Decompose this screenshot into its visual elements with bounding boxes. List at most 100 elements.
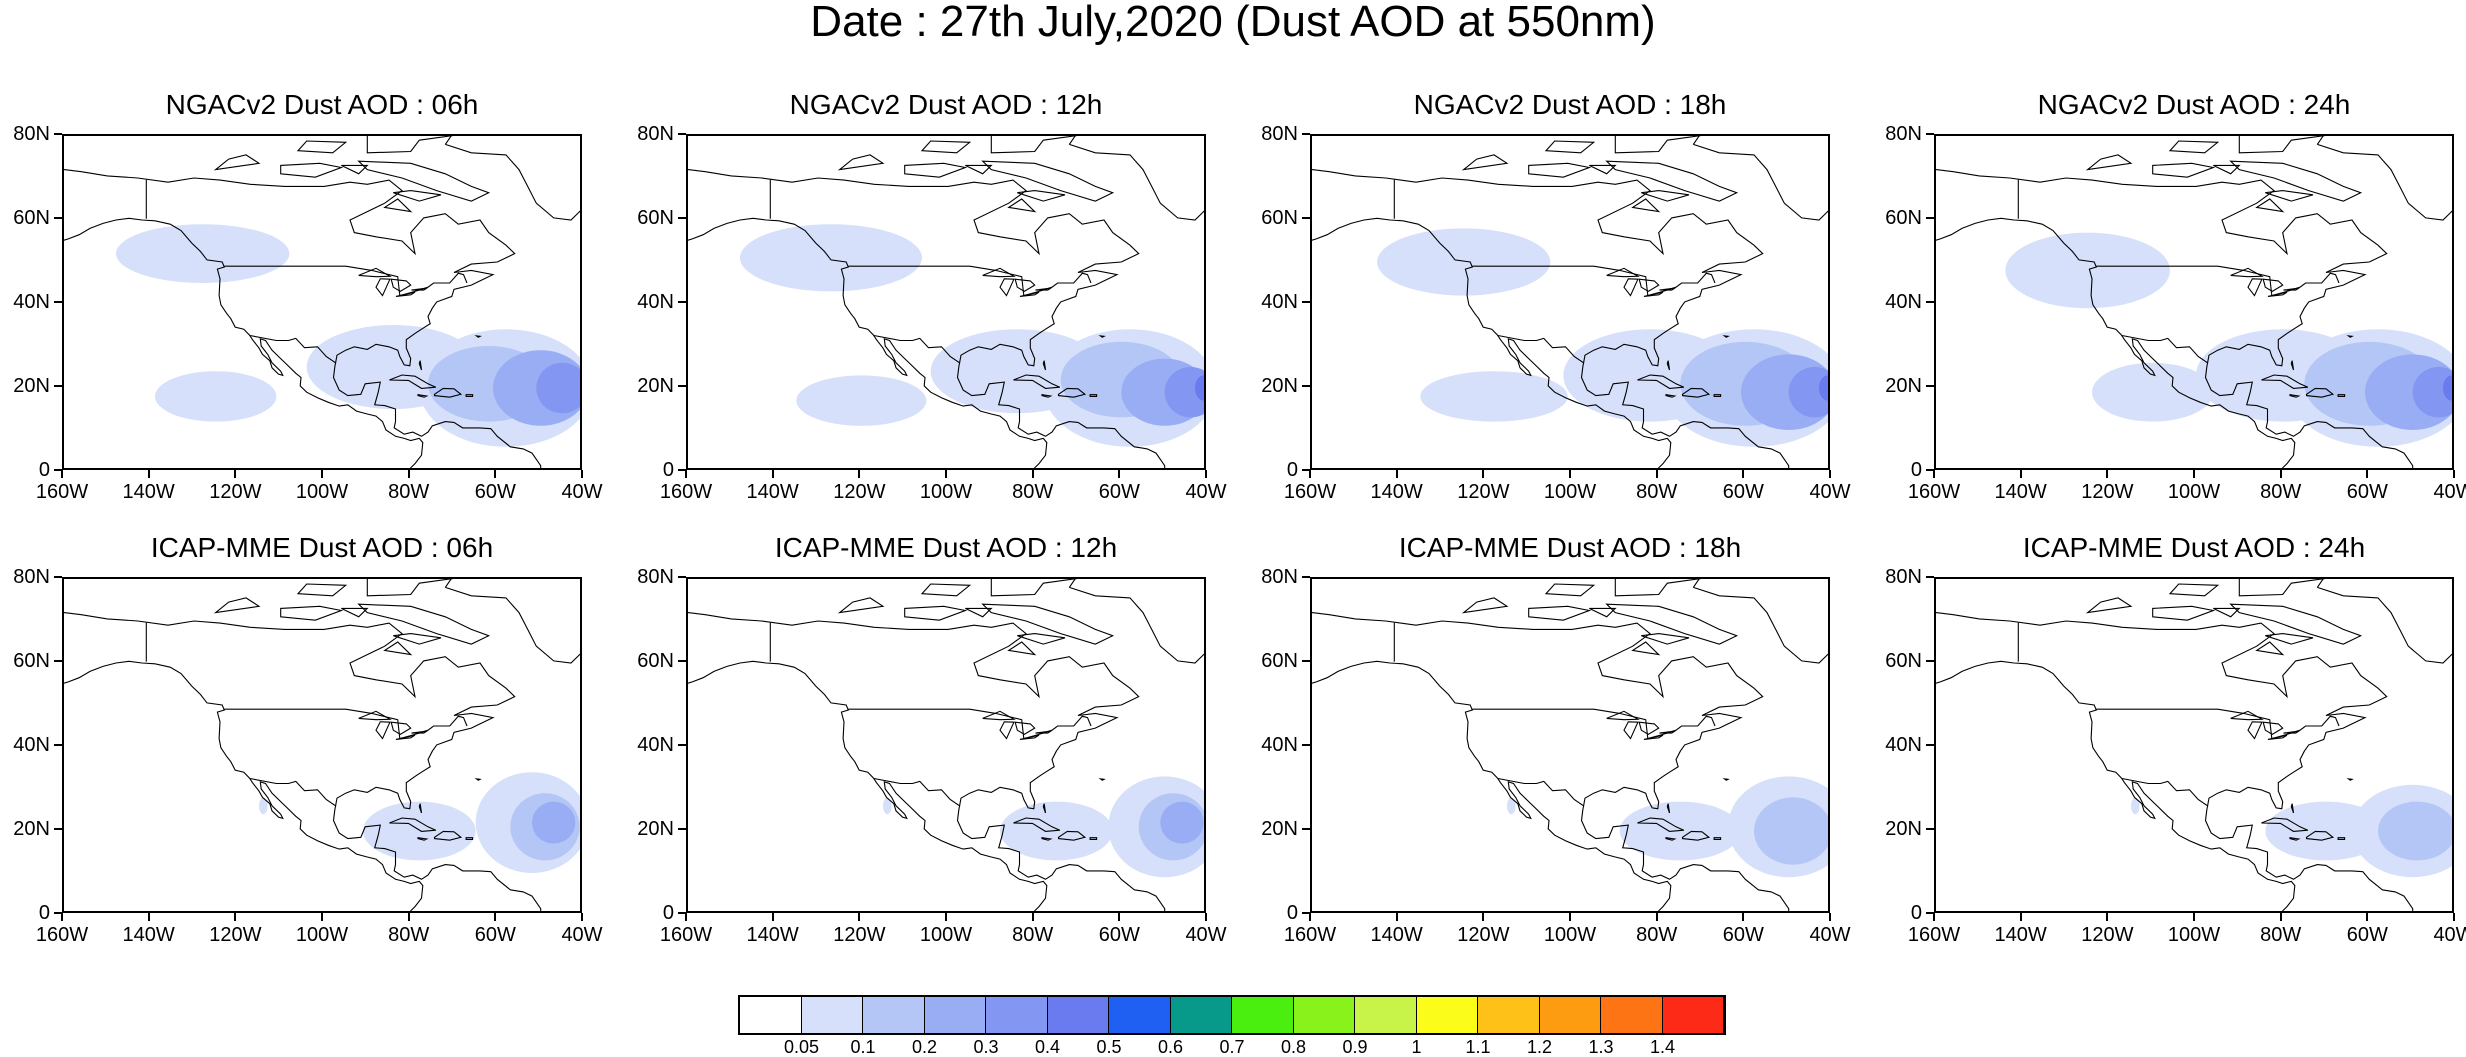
coastline (64, 217, 424, 468)
colorbar-swatch (1293, 997, 1355, 1033)
colorbar-label: 1.1 (1465, 1037, 1491, 1057)
coastline (990, 579, 1078, 597)
coastline (2337, 394, 2346, 397)
coastline (2213, 164, 2241, 175)
dust-aod-field (532, 801, 576, 844)
lat-tick-mark (54, 469, 62, 471)
lat-tick-label: 60N (637, 650, 674, 672)
coastline (1312, 660, 1672, 911)
coastline (2229, 603, 2363, 645)
coastline (474, 778, 482, 781)
coastline (1643, 291, 1664, 297)
lat-tick-mark (54, 385, 62, 387)
lon-tick-label: 100W (295, 481, 349, 503)
coastline (837, 154, 885, 171)
coastline (390, 278, 412, 293)
lon-tick-mark (494, 470, 497, 478)
lon-tick-label: 100W (1543, 481, 1597, 503)
lon-tick-mark (1742, 470, 1745, 478)
panel-title: NGACv2 Dust AOD : 06h (165, 89, 479, 120)
coastline (383, 641, 413, 656)
lon-tick-label: 120W (1457, 924, 1510, 946)
lon-tick-mark (581, 913, 583, 921)
lat-tick-mark (678, 744, 686, 746)
colorbar-label: 1.2 (1526, 1037, 1553, 1057)
coastline (688, 169, 1166, 468)
dust-aod-field (2131, 797, 2140, 815)
coastline (2152, 605, 2216, 621)
lat-tick-label: 60N (13, 207, 50, 229)
map-canvas (688, 136, 1204, 468)
lon-tick-mark (1829, 913, 1831, 921)
lat-tick-mark (678, 912, 686, 914)
lon-tick-label: 80W (2260, 481, 2302, 503)
lat-tick-mark (1302, 469, 1310, 471)
lat-tick-mark (54, 576, 62, 578)
colorbar-swatch (1539, 997, 1601, 1033)
lon-tick-label: 40W (1185, 481, 1227, 503)
lon-tick-mark (234, 913, 237, 921)
lon-tick-mark (1031, 913, 1034, 921)
dust-aod-field (1160, 801, 1204, 844)
coastline (1497, 334, 1585, 364)
coastline (1614, 579, 1702, 597)
colorbar-label: 0.1 (850, 1037, 876, 1057)
coastline (393, 633, 442, 645)
coastline (357, 603, 491, 645)
dust-aod-field (883, 797, 892, 815)
lon-tick-label: 60W (1722, 924, 1764, 946)
dust-aod-field (2092, 362, 2214, 422)
coastline (1041, 394, 1053, 398)
map-panel (62, 134, 582, 470)
coastline (688, 660, 1048, 911)
lat-tick-label: 0 (662, 459, 674, 481)
coastline (1692, 136, 1828, 221)
lat-tick-mark (678, 133, 686, 135)
dust-aod-field (1819, 375, 1828, 401)
coastline (2255, 641, 2285, 656)
lon-tick-label: 40W (561, 924, 603, 946)
lon-tick-label: 120W (209, 481, 262, 503)
coastline (2316, 579, 2452, 664)
panel-title: NGACv2 Dust AOD : 18h (1413, 89, 1727, 120)
coastline (837, 597, 885, 614)
colorbar-label: 0.5 (1096, 1037, 1122, 1057)
coastline (1631, 641, 1661, 656)
coastline (411, 730, 428, 734)
panel-title: ICAP-MME Dust AOD : 12h (774, 532, 1118, 563)
dust-aod-field (363, 801, 476, 861)
coastline (1643, 734, 1664, 740)
colorbar-label: 1 (1411, 1037, 1422, 1057)
coastline (224, 708, 468, 740)
lon-tick-mark (407, 913, 410, 921)
lon-tick-label: 140W (1370, 481, 1423, 503)
lon-tick-mark (2453, 913, 2455, 921)
lon-tick-mark (147, 913, 150, 921)
coastline (2305, 387, 2335, 398)
coastline (2265, 633, 2314, 645)
dust-aod-field (1195, 375, 1204, 401)
lat-tick-mark (678, 385, 686, 387)
lon-tick-label: 100W (919, 481, 973, 503)
coastline (1497, 777, 1585, 807)
lat-tick-mark (1926, 660, 1934, 662)
lat-tick-mark (678, 576, 686, 578)
lat-tick-mark (1302, 133, 1310, 135)
lon-tick-label: 120W (1457, 481, 1510, 503)
coastline (375, 278, 391, 297)
lon-tick-mark (2193, 470, 2195, 478)
lat-tick-label: 40N (1261, 734, 1298, 756)
coastline (444, 136, 580, 221)
lat-tick-label: 20N (1885, 818, 1922, 840)
dust-aod-field (1420, 371, 1568, 422)
colorbar-label: 0.9 (1342, 1037, 1368, 1057)
coastline (474, 335, 482, 338)
lon-tick-mark (1569, 913, 1571, 921)
lat-tick-label: 40N (13, 291, 50, 313)
map-canvas (64, 136, 580, 468)
lon-tick-label: 60W (1722, 481, 1764, 503)
dust-aod-field (1754, 797, 1828, 865)
coastline (395, 734, 416, 740)
colorbar-swatch (986, 997, 1048, 1033)
lat-tick-label: 20N (1261, 818, 1298, 840)
